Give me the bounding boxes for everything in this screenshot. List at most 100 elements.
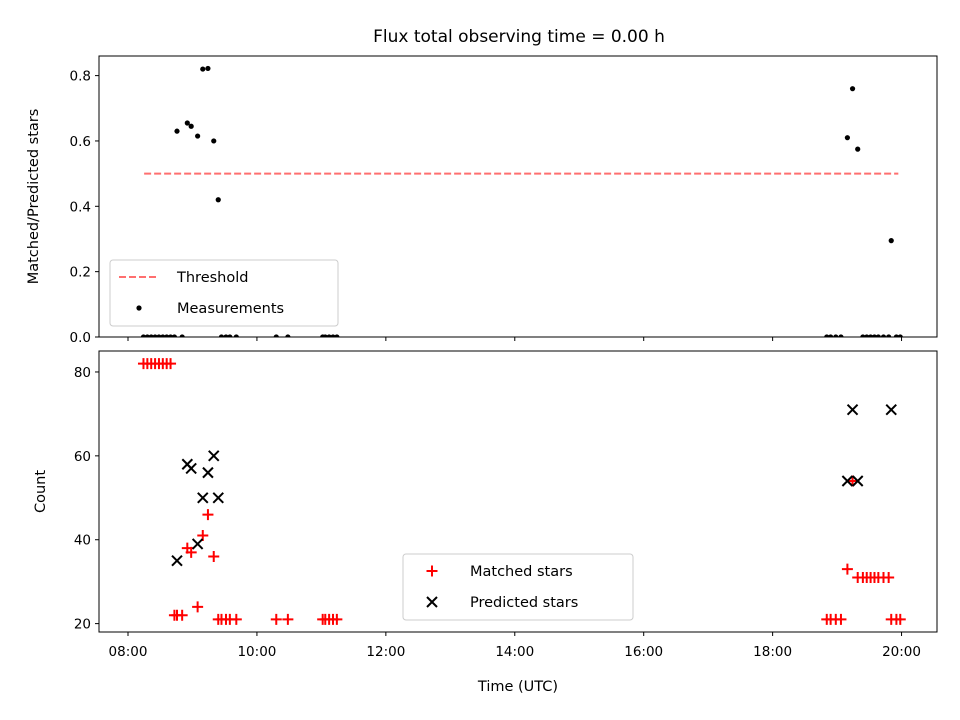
- measurements-point: [148, 334, 154, 337]
- matched-stars-point: [185, 546, 197, 558]
- measurements-point: [860, 334, 866, 337]
- predicted-stars-point: [212, 492, 224, 504]
- measurements-point: [285, 334, 291, 337]
- y-tick-label: 0.6: [70, 134, 91, 150]
- matched-stars-point: [208, 551, 220, 563]
- ratio-panel: 0.0 0.2 0.4 0.6 0.8 Matched/Predicted stars Th…: [26, 55, 938, 346]
- x-tick-label: 14:00: [495, 644, 534, 660]
- matched-stars-point: [835, 613, 847, 625]
- measurements-point: [144, 334, 150, 337]
- y-tick-label: 80: [74, 365, 91, 381]
- measurements-point: [326, 334, 332, 337]
- matched-stars-point: [176, 609, 188, 621]
- predicted-stars-point: [191, 538, 204, 550]
- y-tick-label: 0.2: [70, 265, 91, 281]
- x-tick-label: 10:00: [237, 644, 276, 660]
- predicted-stars-point: [185, 462, 197, 475]
- measurements-point: [334, 334, 340, 337]
- measurements-point: [868, 334, 874, 337]
- measurements-point: [855, 146, 861, 152]
- chart-title: Flux total observing time = 0.00 h: [373, 27, 665, 47]
- legend: Matched stars Predicted stars: [402, 553, 634, 621]
- predicted-stars-point: [846, 404, 859, 416]
- x-tick-label: 16:00: [624, 644, 663, 660]
- measurements-point: [322, 334, 328, 337]
- measurements-point: [152, 334, 158, 337]
- measurements-point: [886, 334, 892, 337]
- measurements-point: [875, 334, 881, 337]
- measurements-point: [164, 334, 170, 337]
- matched-stars-point: [165, 358, 177, 370]
- matched-stars-point: [894, 613, 906, 625]
- legend-marker: [426, 596, 438, 608]
- matched-stars-point: [331, 613, 343, 625]
- matched-stars-point: [192, 601, 204, 613]
- predicted-stars-point: [171, 554, 183, 567]
- matched-stars-point: [282, 613, 294, 625]
- measurements-point: [880, 334, 887, 337]
- legend-box: [402, 553, 634, 621]
- measurements-point: [893, 334, 899, 337]
- axes-frame: [98, 350, 938, 633]
- measurements-point: [330, 334, 336, 337]
- predicted-stars-point: [202, 466, 214, 479]
- y-axis-title: Count: [33, 470, 49, 513]
- measurements-point: [223, 334, 229, 337]
- measurements-point: [888, 238, 894, 244]
- measurements-point: [167, 334, 174, 337]
- measurements-point: [844, 135, 850, 141]
- measurements-point: [871, 334, 878, 337]
- x-tick-label: 12:00: [366, 644, 405, 660]
- plot-area: [140, 65, 903, 337]
- plot-area: [137, 358, 906, 625]
- measurements-point: [200, 66, 206, 72]
- y-tick-label: 0.0: [70, 330, 91, 346]
- measurements-point: [179, 334, 185, 337]
- measurements-point: [184, 120, 190, 126]
- measurements-point: [897, 334, 903, 337]
- measurements-point: [233, 334, 239, 337]
- measurements-point: [833, 334, 839, 337]
- legend-label: Matched stars: [470, 564, 573, 580]
- measurements-point: [849, 86, 856, 92]
- measurements-point: [838, 334, 844, 337]
- measurements-point: [864, 334, 870, 337]
- x-axis-title: Time (UTC): [477, 679, 558, 695]
- measurements-point: [273, 334, 279, 337]
- x-tick-label: 08:00: [109, 644, 148, 660]
- predicted-stars-point: [852, 475, 864, 487]
- count-panel: 20 40 60 80 08:00 10:00 12:00 14:00 16:00 18:00 20…: [33, 350, 938, 660]
- y-axis-title: Matched/Predicted stars: [26, 109, 42, 285]
- predicted-stars-point: [208, 450, 220, 462]
- axes-frame: [98, 55, 938, 338]
- measurements-point: [227, 334, 233, 337]
- x-tick-label: 18:00: [753, 644, 792, 660]
- measurements-point: [160, 334, 166, 337]
- matched-stars-point: [883, 571, 895, 583]
- legend-label: Predicted stars: [470, 595, 578, 611]
- y-tick-label: 20: [74, 617, 91, 633]
- measurements-point: [195, 133, 201, 139]
- x-tick-label: 20:00: [882, 644, 921, 660]
- measurements-point: [828, 334, 834, 337]
- measurements-point: [140, 334, 147, 337]
- measurements-point: [218, 334, 225, 337]
- measurements-point: [174, 128, 180, 134]
- measurements-point: [188, 123, 194, 129]
- measurements-point: [824, 334, 830, 337]
- predicted-stars-point: [885, 404, 897, 416]
- legend-label: Threshold: [176, 270, 248, 286]
- predicted-stars-point: [197, 492, 209, 504]
- matched-stars-point: [270, 613, 282, 625]
- y-tick-label: 60: [74, 449, 91, 465]
- y-tick-label: 40: [74, 533, 91, 549]
- legend-box: [109, 259, 339, 327]
- legend: Threshold Measurements: [109, 259, 339, 327]
- legend-marker: [136, 305, 142, 311]
- measurements-point: [171, 334, 178, 337]
- legend-marker: [426, 565, 438, 577]
- matched-stars-point: [847, 475, 859, 487]
- matched-stars-point: [230, 613, 242, 625]
- legend-label: Measurements: [177, 301, 284, 317]
